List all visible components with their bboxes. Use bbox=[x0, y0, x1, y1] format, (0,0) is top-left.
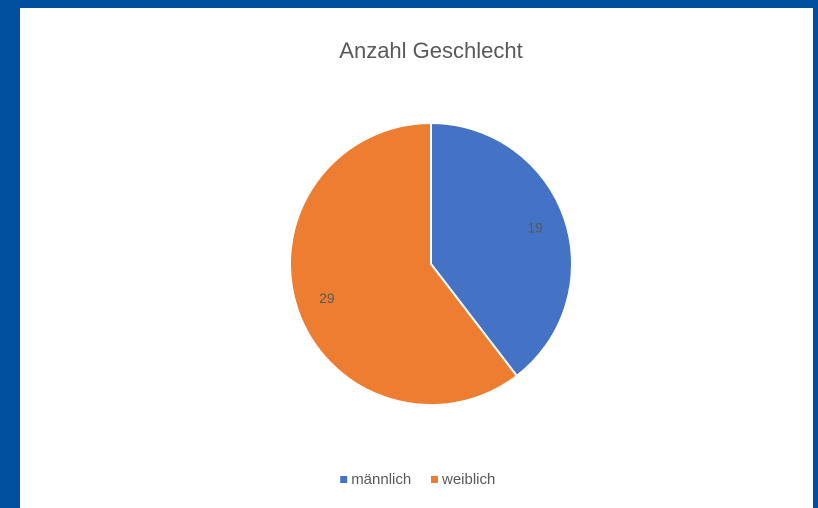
legend-label: weiblich bbox=[441, 471, 495, 488]
legend-swatch bbox=[340, 476, 348, 483]
pie-slice bbox=[289, 121, 519, 406]
pie-slice bbox=[430, 121, 573, 378]
data-label: 19 bbox=[527, 219, 543, 235]
legend-swatch bbox=[431, 476, 438, 483]
data-label: 29 bbox=[319, 290, 335, 306]
legend-label: männlich bbox=[351, 471, 411, 488]
chart-title: Anzahl Geschlecht bbox=[339, 38, 522, 63]
